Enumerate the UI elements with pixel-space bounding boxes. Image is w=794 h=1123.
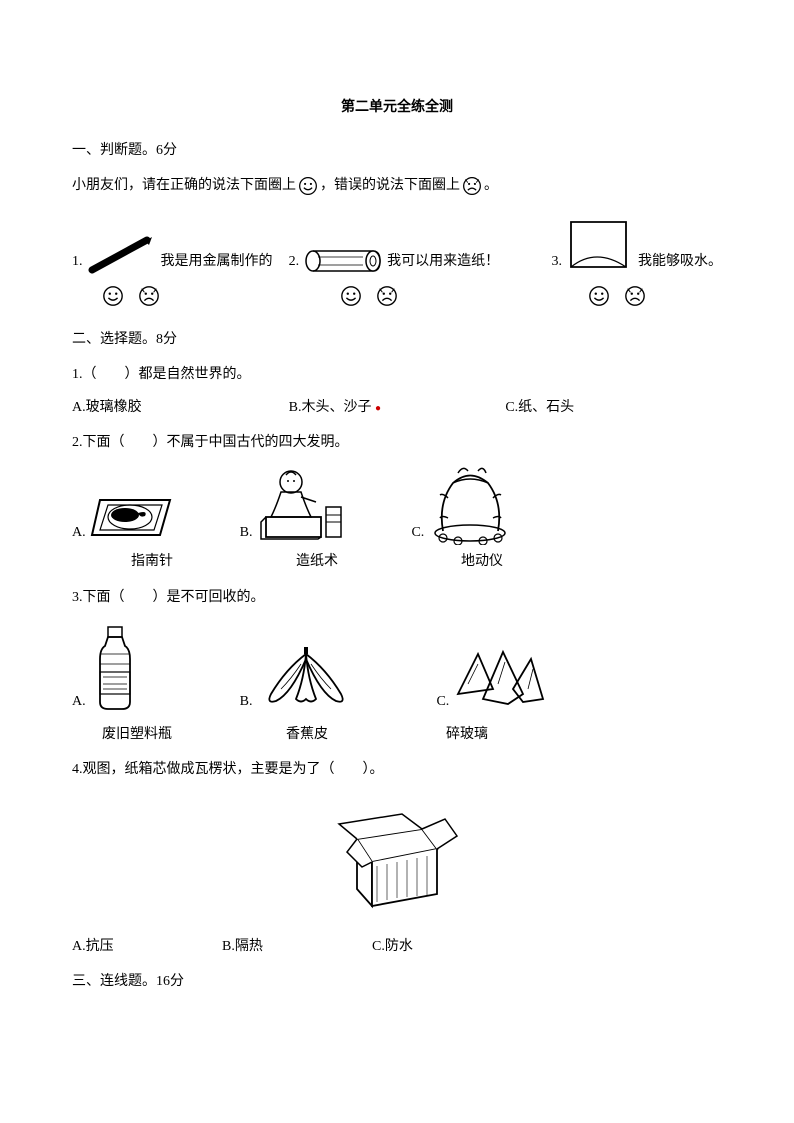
smile-icon xyxy=(298,176,318,196)
q3-lc: C. xyxy=(436,689,449,714)
q2-img-options: A. B. C. xyxy=(72,463,722,545)
broken-glass-icon xyxy=(453,644,548,714)
cardboard-box-icon xyxy=(327,794,467,914)
instr-text-1: 小朋友们，请在正确的说法下面圈上 xyxy=(72,173,296,198)
q2-opt-a[interactable]: A. xyxy=(72,470,180,545)
tf-num-1: 1. xyxy=(72,249,83,274)
tf-num-2: 2. xyxy=(289,249,300,274)
q2-tb: 造纸术 xyxy=(262,549,372,574)
q2-ta: 指南针 xyxy=(97,549,207,574)
q4-image xyxy=(72,794,722,914)
section3-header: 三、连线题。16分 xyxy=(72,969,722,994)
section2-header: 二、选择题。8分 xyxy=(72,327,722,352)
q3-opt-a[interactable]: A. xyxy=(72,624,140,714)
sad-icon xyxy=(462,176,482,196)
q2-lc: C. xyxy=(411,520,424,545)
q3-stem: 3.下面（ ）是不可回收的。 xyxy=(72,585,722,610)
tf-item-3: 3. 我能够吸水。 xyxy=(505,217,722,275)
smile-icon[interactable] xyxy=(588,285,610,307)
sad-icon[interactable] xyxy=(624,285,646,307)
q1-opt-b[interactable]: B.木头、沙子 ● xyxy=(289,395,506,420)
smile-icon[interactable] xyxy=(102,285,124,307)
dot-icon: ● xyxy=(375,403,381,414)
q3-tc: 碎玻璃 xyxy=(417,722,517,747)
tf-text-1: 我是用金属制作的 xyxy=(161,249,273,274)
pencil-icon xyxy=(87,235,157,275)
q4-stem: 4.观图，纸箱芯做成瓦楞状，主要是为了（ ）。 xyxy=(72,757,722,782)
q2-la: A. xyxy=(72,520,86,545)
tf-text-2: 我可以用来造纸！ xyxy=(387,249,499,274)
q2-labels: 指南针 造纸术 地动仪 xyxy=(72,549,722,574)
papermaking-icon xyxy=(256,467,351,545)
q3-ta: 废旧塑料瓶 xyxy=(87,722,187,747)
page-title: 第二单元全练全测 xyxy=(72,95,722,120)
q1-stem: 1.（ ）都是自然世界的。 xyxy=(72,362,722,387)
tf-item-1: 1. 我是用金属制作的 xyxy=(72,235,289,275)
sad-icon[interactable] xyxy=(138,285,160,307)
section1-header: 一、判断题。6分 xyxy=(72,138,722,163)
instr-text-3: 。 xyxy=(484,173,498,198)
banana-peel-icon xyxy=(256,639,356,714)
q3-tb: 香蕉皮 xyxy=(257,722,357,747)
tf-num-3: 3. xyxy=(552,249,563,274)
q1-opt-a[interactable]: A.玻璃橡胶 xyxy=(72,395,289,420)
q2-stem: 2.下面（ ）不属于中国古代的四大发明。 xyxy=(72,430,722,455)
q4-opt-a[interactable]: A.抗压 xyxy=(72,934,222,959)
faces-group-1 xyxy=(102,285,160,307)
q1-options: A.玻璃橡胶 B.木头、沙子 ● C.纸、石头 xyxy=(72,395,722,420)
paper-icon xyxy=(566,217,634,275)
bottle-icon xyxy=(90,624,140,714)
q2-opt-b[interactable]: B. xyxy=(240,467,352,545)
q3-la: A. xyxy=(72,689,86,714)
sad-icon[interactable] xyxy=(376,285,398,307)
tf-text-3: 我能够吸水。 xyxy=(638,249,722,274)
q4-options: A.抗压 B.隔热 C.防水 xyxy=(72,934,722,959)
smile-icon[interactable] xyxy=(340,285,362,307)
instr-text-2: ，错误的说法下面圈上 xyxy=(320,173,460,198)
log-icon xyxy=(303,247,383,275)
q3-opt-c[interactable]: C. xyxy=(436,644,548,714)
compass-icon xyxy=(90,470,180,545)
q2-lb: B. xyxy=(240,520,253,545)
tf-item-2: 2. 我可以用来造纸！ xyxy=(289,247,506,275)
q3-lb: B. xyxy=(240,689,253,714)
q2-opt-c[interactable]: C. xyxy=(411,463,513,545)
q1-opt-c[interactable]: C.纸、石头 xyxy=(505,395,722,420)
faces-group-3 xyxy=(588,285,646,307)
q3-opt-b[interactable]: B. xyxy=(240,639,357,714)
seismograph-icon xyxy=(428,463,513,545)
q3-labels: 废旧塑料瓶 香蕉皮 碎玻璃 xyxy=(72,722,722,747)
q4-opt-b[interactable]: B.隔热 xyxy=(222,934,372,959)
q4-opt-c[interactable]: C.防水 xyxy=(372,934,722,959)
q2-tc: 地动仪 xyxy=(427,549,537,574)
faces-group-2 xyxy=(340,285,398,307)
tf-items-row: 1. 我是用金属制作的 2. 我可以用来造纸！ 3. 我能够吸水。 xyxy=(72,217,722,275)
tf-instruction: 小朋友们，请在正确的说法下面圈上 ，错误的说法下面圈上 。 xyxy=(72,173,722,198)
q3-img-options: A. B. C. xyxy=(72,624,722,714)
tf-faces-row xyxy=(72,285,722,307)
q1-opt-b-text: B.木头、沙子 xyxy=(289,400,372,415)
